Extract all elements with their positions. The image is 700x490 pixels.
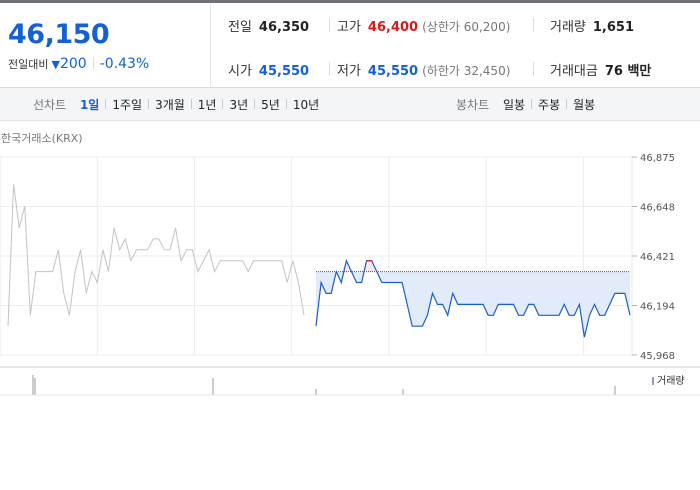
stat-label: 전일 [228,20,252,35]
down-arrow-icon: ▼ [51,58,60,71]
change-label: 전일대비 [8,58,49,71]
tab-period-3[interactable]: 1년 [197,98,217,112]
stat-label: 저가 [337,64,361,79]
candle-tabs: 봉차트 일봉 주봉 월봉 [456,96,595,113]
stat-high: 고가 46,400 (상한가 60,200) [337,16,510,35]
divider [329,18,330,32]
y-tick-label: 46,421 [640,252,675,263]
stat-prev: 전일 46,350 [228,16,309,35]
stat-open: 시가 45,550 [228,60,309,79]
y-tick-label: 46,875 [640,153,675,164]
price-box: 46,150 전일대비 ▼200 -0.43% [0,3,211,88]
up-area [366,260,372,272]
quote-summary: 46,150 전일대비 ▼200 -0.43% 전일 46,350 고가 46,400(… [0,0,700,88]
y-tick-label: 45,968 [640,351,675,362]
stat-amount: 거래대금 76 백만 [550,60,651,79]
tab-candle-1[interactable]: 주봉 [538,98,561,112]
price-change: 전일대비 ▼200 -0.43% [8,56,149,72]
tab-period-0[interactable]: 1일 [79,98,100,112]
stat-value: 46,350 [258,20,310,35]
stat-label: 고가 [337,20,361,35]
divider [533,62,534,76]
divider [92,57,94,69]
stat-value: 76 백만 [604,64,652,79]
volume-legend: 거래량 [652,372,685,387]
divider [533,18,534,32]
tab-period-1[interactable]: 1주일 [112,98,143,112]
change-percent: -0.43% [99,56,150,72]
stat-value: 46,400 [367,20,419,35]
volume-swatch [652,377,654,385]
stat-value: 45,550 [258,64,310,79]
period-tabs: 선차트 1일 1주일 3개월 1년 3년 5년 10년 [33,96,319,113]
exchange-label: 한국거래소(KRX) [1,132,83,145]
stat-label: 거래량 [550,20,586,35]
stat-volume: 거래량 1,651 [550,16,634,35]
stat-low: 저가 45,550 (하한가 32,450) [337,60,510,79]
tab-divider [285,99,287,109]
y-tick-label: 46,194 [640,302,675,313]
tab-candle-0[interactable]: 일봉 [502,98,526,112]
tab-candle-2[interactable]: 월봉 [573,98,596,112]
tab-period-5[interactable]: 5년 [261,98,280,112]
tab-divider [566,99,568,109]
stat-label: 시가 [228,64,252,79]
tab-divider [105,99,107,109]
upper-limit: (상한가 60,200) [422,20,511,34]
y-tick-label: 46,648 [640,203,675,214]
tab-divider [531,99,533,109]
tab-divider [190,99,192,109]
prev-day-line [7,184,305,327]
stat-value: 45,550 [367,64,419,79]
change-value: 200 [59,56,87,72]
volume-legend-label: 거래량 [657,376,685,387]
today-area [316,260,630,338]
line-chart-label: 선차트 [33,98,67,112]
divider [329,62,330,76]
current-price: 46,150 [8,19,110,50]
tab-period-4[interactable]: 3년 [229,98,249,112]
lower-limit: (하한가 32,450) [422,64,511,78]
up-area [361,260,367,272]
tab-period-6[interactable]: 10년 [292,98,320,112]
stat-label: 거래대금 [550,64,598,79]
tab-divider [254,99,256,109]
tab-period-2[interactable]: 3개월 [155,98,185,112]
tab-divider [148,99,150,109]
stat-value: 1,651 [592,20,635,35]
up-area [341,260,347,272]
stats-grid: 전일 46,350 고가 46,400 (상한가 60,200) 거래량 1,651 시… [211,3,700,88]
candle-chart-label: 봉차트 [456,98,490,112]
chart-tab-bar: 선차트 1일 1주일 3개월 1년 3년 5년 10년 봉차트 일봉 주봉 월봉 [0,88,700,121]
tab-divider [222,99,224,109]
